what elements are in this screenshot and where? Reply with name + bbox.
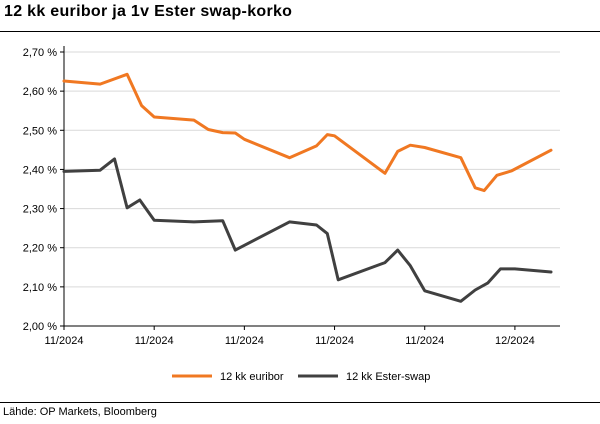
- x-axis-ticks: 11/2024 11/2024 11/2024 11/2024 11/2024 12/20…: [45, 326, 535, 347]
- chart-title: 12 kk euribor ja 1v Ester swap-korko: [4, 3, 293, 20]
- footer-divider: [0, 402, 600, 403]
- series-lines: [62, 72, 553, 303]
- legend: 12 kk euribor 12 kk Ester-swap: [172, 371, 430, 383]
- y-tick-label: 2,00 %: [23, 321, 57, 333]
- y-tick-label: 2,10 %: [23, 282, 57, 294]
- x-tick-label: 11/2024: [135, 335, 174, 347]
- legend-label: 12 kk euribor: [220, 371, 284, 383]
- y-axis-ticks: 2,70 % 2,60 % 2,50 % 2,40 % 2,30 % 2,20 % 2,10…: [23, 47, 64, 333]
- x-tick-label: 11/2024: [405, 335, 444, 347]
- y-tick-label: 2,40 %: [23, 164, 57, 176]
- x-tick-label: 11/2024: [45, 335, 84, 347]
- source-note: Lähde: OP Markets, Bloomberg: [3, 406, 157, 418]
- y-tick-label: 2,20 %: [23, 243, 57, 255]
- series-line-ester-swap: [62, 157, 553, 303]
- title-divider: [0, 31, 600, 32]
- y-tick-label: 2,50 %: [23, 125, 57, 137]
- y-tick-label: 2,70 %: [23, 47, 57, 59]
- x-tick-label: 11/2024: [225, 335, 264, 347]
- legend-label: 12 kk Ester-swap: [346, 371, 430, 383]
- axes: [63, 46, 560, 327]
- y-tick-label: 2,60 %: [23, 86, 57, 98]
- gridlines: [64, 51, 560, 288]
- series-line-euribor: [62, 72, 553, 193]
- y-tick-label: 2,30 %: [23, 204, 57, 216]
- x-tick-label: 12/2024: [495, 335, 535, 347]
- x-tick-label: 11/2024: [315, 335, 354, 347]
- line-chart: 2,70 % 2,60 % 2,50 % 2,40 % 2,30 % 2,20 % 2,10…: [23, 46, 560, 383]
